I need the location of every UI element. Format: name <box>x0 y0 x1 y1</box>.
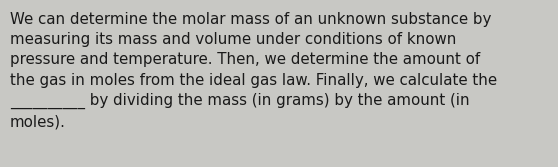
Text: We can determine the molar mass of an unknown substance by
measuring its mass an: We can determine the molar mass of an un… <box>10 12 497 130</box>
